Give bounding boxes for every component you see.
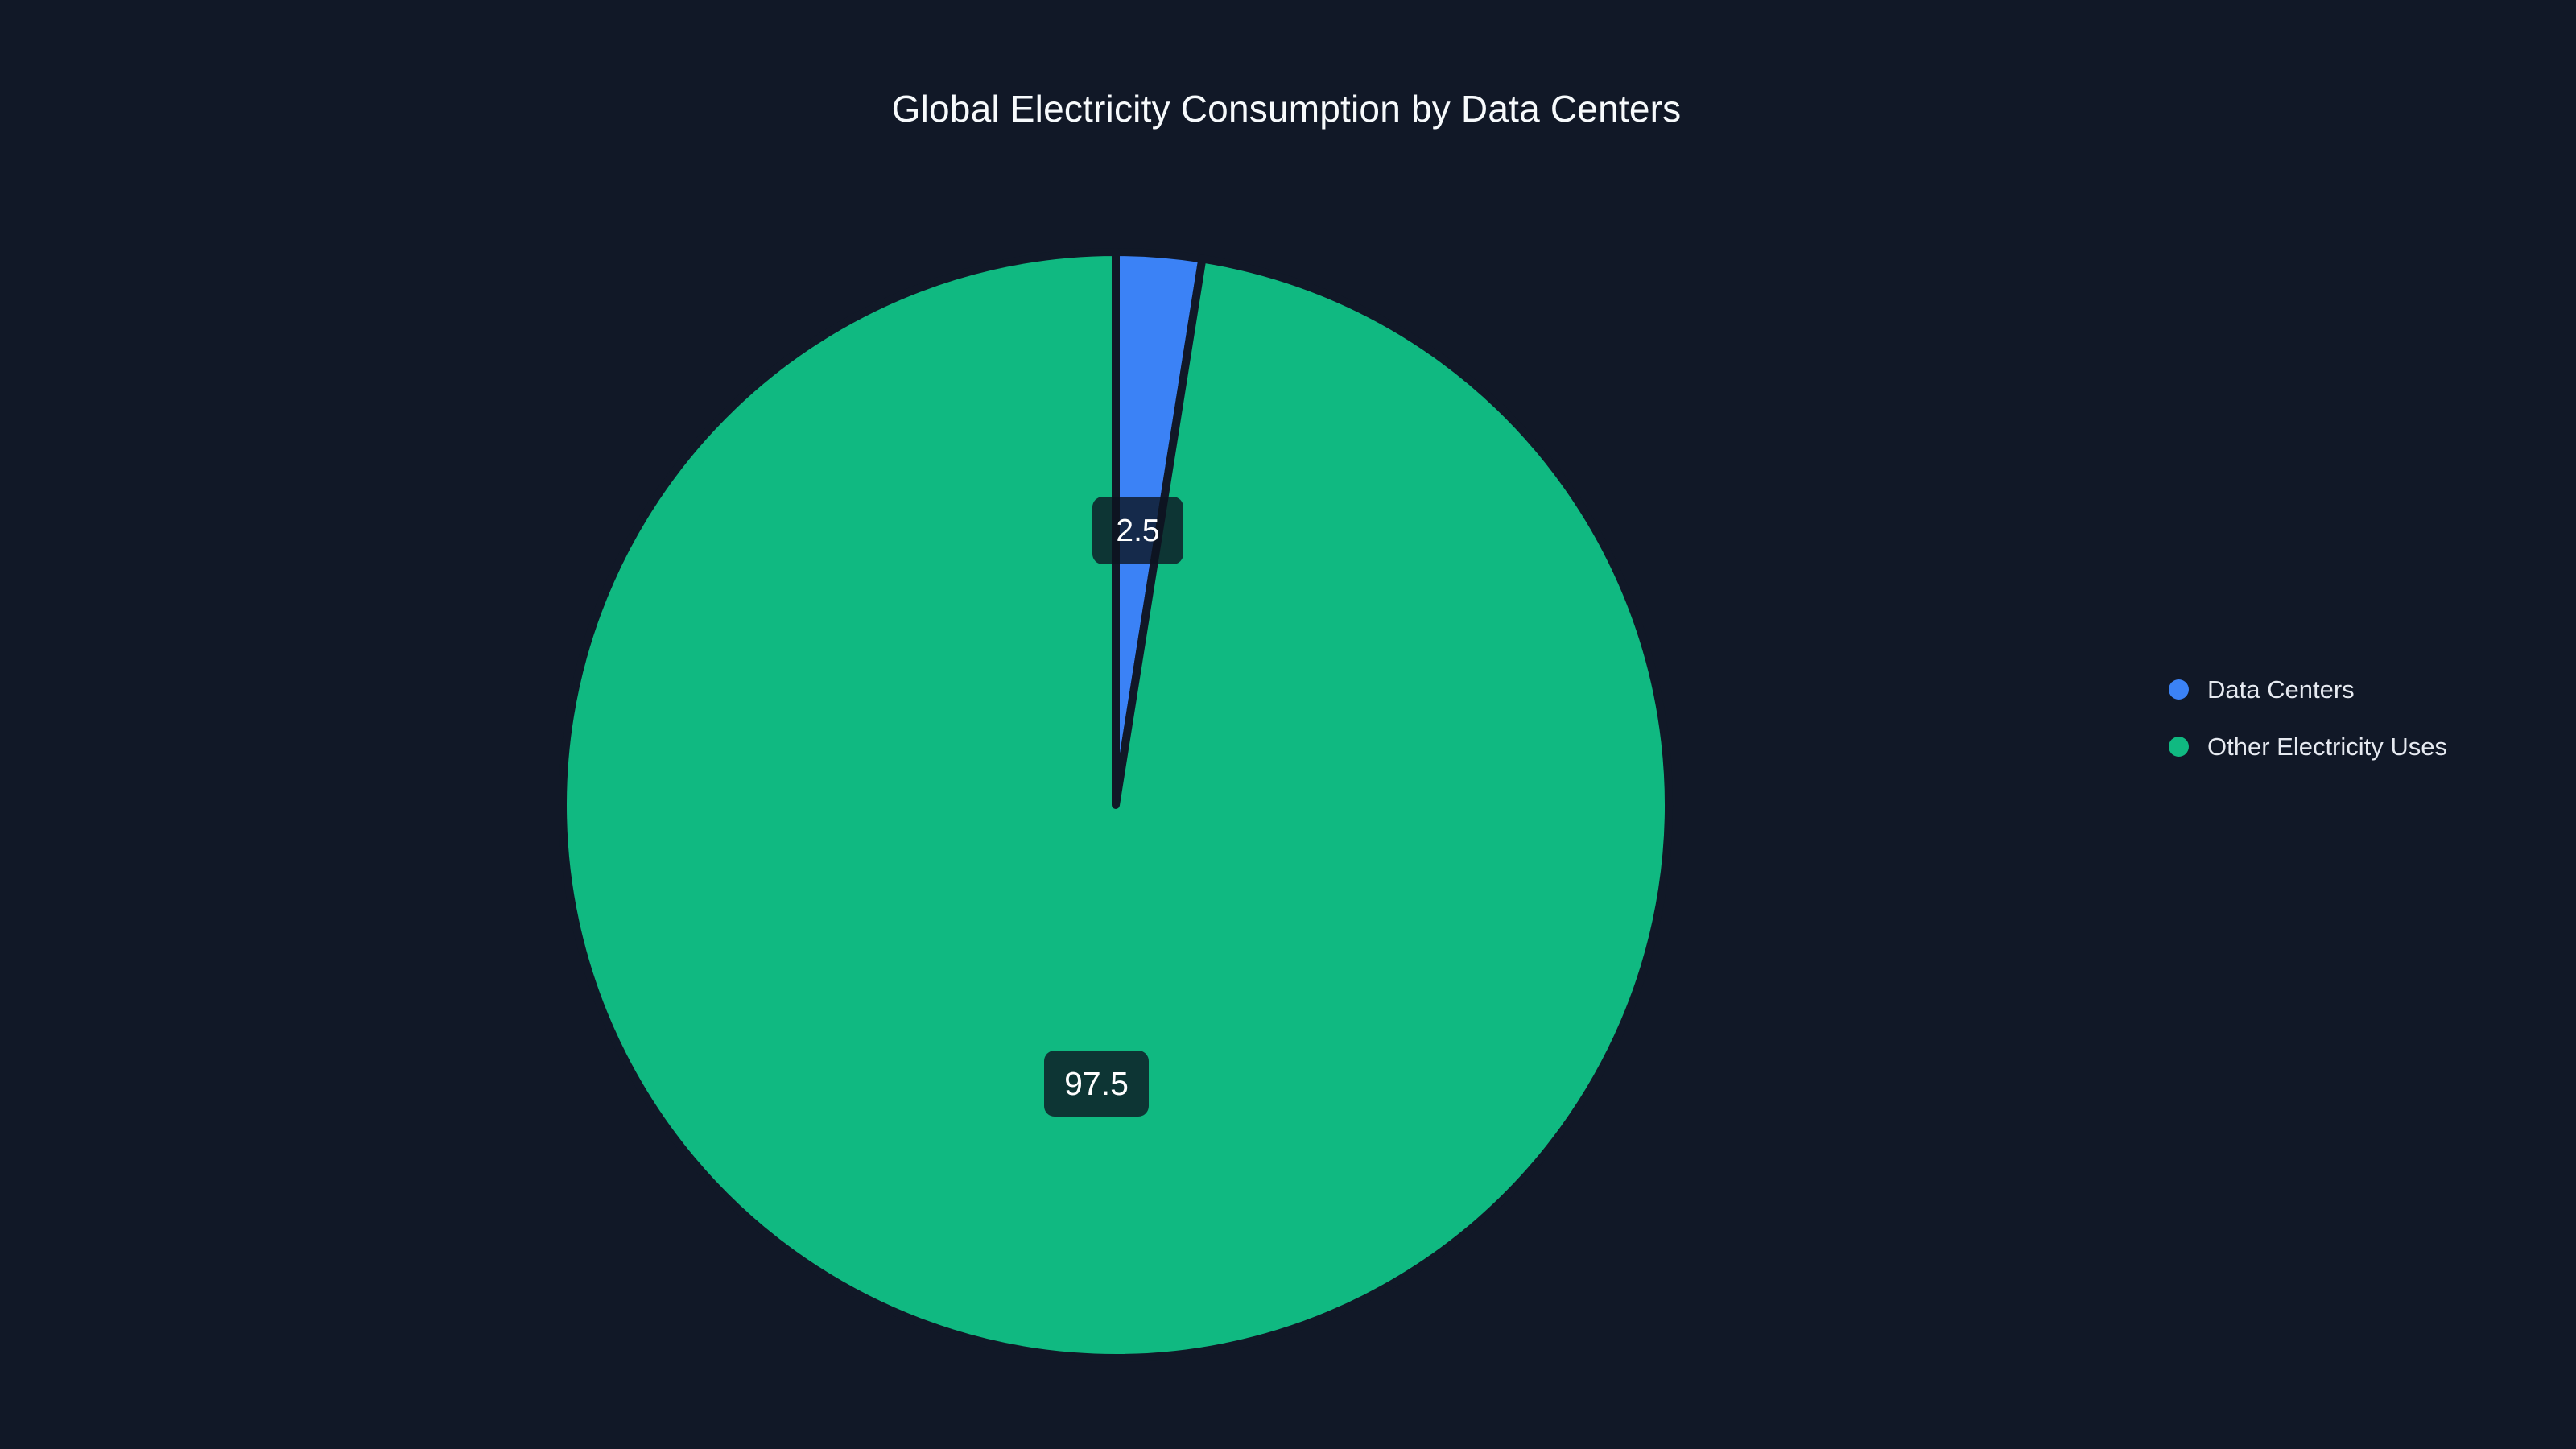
legend: Data Centers Other Electricity Uses (2169, 675, 2507, 761)
legend-swatch-icon (2169, 679, 2189, 700)
page-title: Global Electricity Consumption by Data C… (0, 87, 2576, 130)
slice-value-label-data-centers: 2.5 (1092, 497, 1183, 564)
legend-item-label: Data Centers (2207, 675, 2355, 704)
slice-value-text: 2.5 (1116, 513, 1160, 548)
pie-slices-group (559, 248, 1673, 1362)
legend-item-data-centers[interactable]: Data Centers (2169, 675, 2507, 704)
legend-swatch-icon (2169, 736, 2189, 757)
legend-item-label: Other Electricity Uses (2207, 732, 2448, 761)
legend-item-other-electricity-uses[interactable]: Other Electricity Uses (2169, 732, 2507, 761)
slice-value-label-other-electricity-uses: 97.5 (1044, 1051, 1149, 1117)
chart-title-text: Global Electricity Consumption by Data C… (891, 88, 1682, 130)
slice-value-text: 97.5 (1064, 1064, 1129, 1102)
pie-slice[interactable] (559, 248, 1673, 1362)
